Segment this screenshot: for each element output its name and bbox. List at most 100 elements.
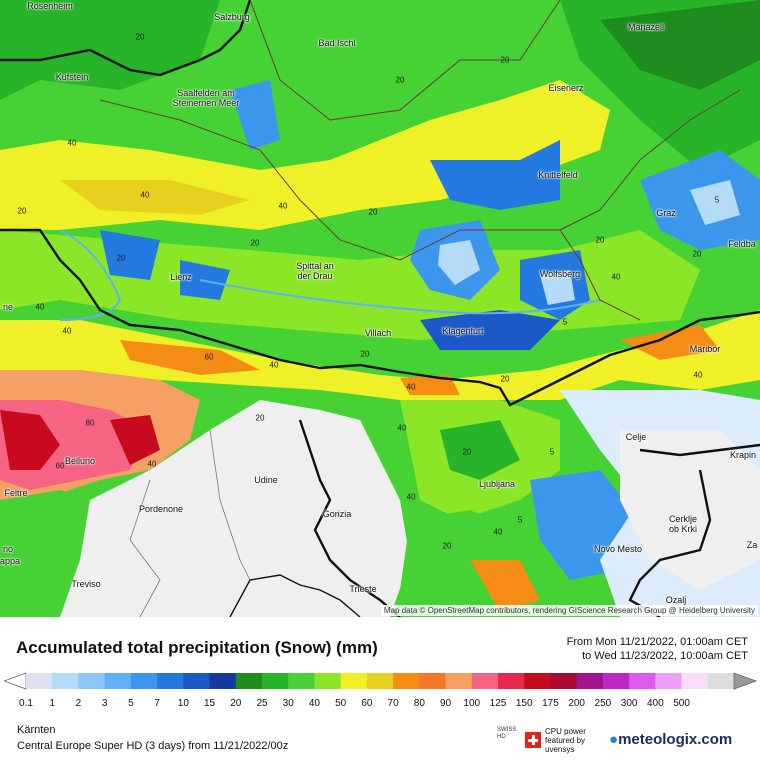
- place-label: Ozalj: [665, 595, 687, 605]
- map-zone: [620, 430, 760, 590]
- legend-swatch: [655, 673, 683, 689]
- place-label: Belluno: [64, 456, 96, 466]
- model-date: 11/21/2022/00z: [213, 740, 289, 752]
- precipitation-map[interactable]: Rosenheim Salzburg Mariazell Bad Ischl K…: [0, 0, 760, 617]
- place-label: Villach: [364, 328, 392, 338]
- legend-color-bar: [4, 672, 758, 690]
- legend-tick-label: 20: [230, 698, 242, 709]
- contour-value: 5: [562, 317, 568, 327]
- map-zone: [110, 415, 160, 465]
- chart-title: Accumulated total precipitation (Snow) (…: [16, 638, 378, 657]
- legend-tick-label: 25: [256, 698, 268, 709]
- legend-tick-label: 175: [542, 698, 559, 709]
- brand-logo[interactable]: ●meteologix.com: [609, 731, 732, 748]
- contour-value: 20: [442, 541, 452, 551]
- legend-swatch: [183, 673, 211, 689]
- contour-value: 20: [368, 207, 378, 217]
- legend-tick-label: 50: [335, 698, 347, 709]
- legend-swatch: [445, 673, 473, 689]
- map-zone: [0, 490, 100, 605]
- map-zone: [0, 310, 760, 400]
- place-label: appa: [0, 556, 21, 566]
- place-label: Saalfelden am Steinernen Meer: [172, 88, 240, 108]
- map-zone: [420, 310, 560, 350]
- contour-value: 20: [135, 32, 145, 42]
- legend-tick-label: 40: [308, 698, 320, 709]
- legend-tick-label: 15: [203, 698, 216, 709]
- contour-value: 20: [500, 55, 510, 65]
- legend-swatch: [629, 673, 656, 689]
- model-from: from: [188, 740, 211, 752]
- contour-value: 40: [35, 302, 45, 312]
- contour-value: 80: [85, 418, 95, 428]
- legend-tick-label: 150: [515, 698, 533, 709]
- contour-value: 40: [62, 326, 72, 336]
- legend-swatch: [104, 673, 132, 689]
- map-zone: [540, 270, 575, 305]
- contour-value: 20: [255, 413, 265, 423]
- map-zone: [440, 420, 520, 480]
- legend-tick-label: 400: [646, 698, 664, 709]
- contour-value: 40: [493, 527, 503, 537]
- legend-tick-label: 7: [154, 698, 160, 709]
- legend-swatch: [26, 673, 53, 689]
- region-border: [559, 229, 641, 321]
- map-zone: [0, 410, 60, 470]
- brand-text: meteologix.com: [618, 731, 733, 748]
- range-from: From Mon 11/21/2022, 01:00am CET: [566, 636, 748, 648]
- legend-tick-label: 2: [75, 698, 82, 709]
- contour-value: 60: [204, 352, 214, 362]
- place-label: Salzburg: [214, 12, 250, 22]
- place-label: Graz: [656, 208, 676, 218]
- legend-tick-label: 70: [387, 698, 399, 709]
- cpu-vendor: uvensys: [545, 745, 575, 754]
- place-label: Eisenerz: [548, 83, 584, 93]
- contour-value: 40: [693, 370, 703, 380]
- legend-swatch: [157, 673, 184, 689]
- map-zone: [120, 340, 260, 375]
- legend-tick-label: 30: [282, 698, 294, 709]
- legend-swatch: [681, 673, 709, 689]
- swiss-hd-text: SWISS HD: [497, 727, 517, 740]
- legend-swatch: [550, 673, 578, 689]
- place-label: Udine: [254, 475, 278, 485]
- contour-value: 40: [406, 492, 416, 502]
- place-label: Mariazell: [627, 22, 665, 32]
- legend-swatch: [235, 673, 263, 689]
- contour-value: 5: [549, 447, 555, 457]
- contour-value: 20: [17, 206, 27, 216]
- place-label: Gorizia: [322, 509, 352, 519]
- map-zone: [438, 240, 480, 285]
- legend-tick-label: 1: [49, 698, 55, 709]
- place-label: Klagenfurt: [442, 326, 484, 336]
- contour-value: 40: [278, 201, 288, 211]
- contour-value: 20: [462, 447, 472, 457]
- place-label: Cerklje ob Krki: [668, 514, 697, 534]
- border-slovenia-croatia: [628, 443, 760, 617]
- legend-tick-label: 5: [128, 698, 134, 709]
- place-label: Bad Ischl: [318, 38, 356, 48]
- legend-swatch: [602, 673, 630, 689]
- place-label: Treviso: [71, 579, 101, 589]
- map-zone: [60, 180, 250, 215]
- contour-value: 60: [55, 461, 65, 471]
- map-attribution[interactable]: Map data © OpenStreetMap contributors, r…: [380, 605, 758, 616]
- place-label: Spittal an der Drau: [296, 261, 334, 281]
- contour-value: 40: [67, 138, 77, 148]
- region-name: Kärnten: [17, 724, 56, 736]
- legend-swatch: [130, 673, 158, 689]
- map-zone: [430, 140, 560, 210]
- legend-tick-label: 80: [413, 698, 425, 709]
- legend-tick-label: 500: [673, 698, 690, 709]
- contour-value: 40: [611, 272, 621, 282]
- place-label: Ljubljana: [478, 479, 516, 489]
- legend-tick-label: 300: [620, 698, 638, 709]
- contour-value: 40: [269, 360, 279, 370]
- place-label: Novo Mesto: [593, 544, 643, 554]
- legend-tick-label: 0.1: [19, 698, 33, 709]
- legend-arrow-right: [733, 672, 758, 690]
- place-label: Kufstein: [55, 72, 89, 82]
- contour-value: 5: [517, 515, 523, 525]
- place-label: Lienz: [170, 272, 192, 282]
- legend-tick-label: 125: [489, 698, 507, 709]
